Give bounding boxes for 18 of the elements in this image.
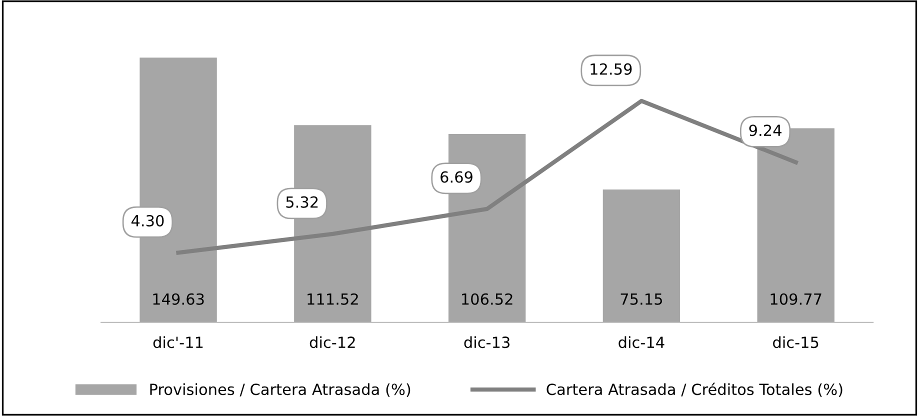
- data-label: 9.24: [749, 124, 782, 136]
- legend-label: Cartera Atrasada / Créditos Totales (%): [546, 382, 842, 397]
- data-label: 12.59: [590, 63, 632, 75]
- data-label: 5.32: [286, 196, 318, 208]
- x-tick-label: dic-14: [618, 336, 664, 348]
- data-label: 109.77: [770, 293, 822, 305]
- x-tick-label: dic-13: [464, 336, 510, 348]
- data-label: 106.52: [462, 293, 512, 305]
- legend-label: Provisiones / Cartera Atrasada (%): [150, 383, 410, 397]
- x-tick-label: dic-15: [773, 336, 818, 348]
- data-label: 6.69: [440, 171, 472, 183]
- bar: [602, 189, 680, 322]
- x-tick-label: dic'-11: [153, 336, 203, 348]
- data-label: 75.15: [620, 294, 662, 305]
- data-label: 111.52: [308, 293, 358, 305]
- x-tick-label: dic-12: [310, 336, 355, 348]
- data-label: 149.63: [153, 293, 204, 305]
- data-label: 4.30: [131, 214, 164, 227]
